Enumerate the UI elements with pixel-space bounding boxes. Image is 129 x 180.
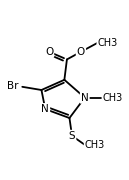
Text: CH3: CH3 bbox=[85, 140, 105, 150]
Text: S: S bbox=[69, 131, 75, 141]
Text: Br: Br bbox=[7, 81, 19, 91]
Text: O: O bbox=[77, 47, 85, 57]
Text: N: N bbox=[41, 104, 49, 114]
Text: O: O bbox=[45, 47, 53, 57]
Text: N: N bbox=[81, 93, 89, 103]
Text: CH3: CH3 bbox=[98, 38, 118, 48]
Text: CH3: CH3 bbox=[103, 93, 123, 103]
